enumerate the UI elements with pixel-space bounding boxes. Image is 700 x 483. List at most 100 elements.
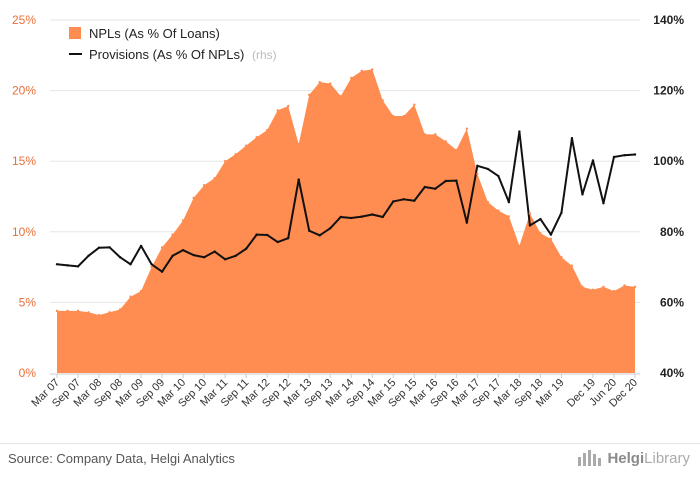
provisions-point [318,234,321,237]
npl-point [560,256,563,259]
provisions-point [402,198,405,201]
npl-point [360,69,363,73]
npl-point [171,233,174,236]
provisions-point [455,179,458,182]
npl-point [476,172,479,176]
npl-point [318,80,321,84]
provisions-point [612,155,616,159]
provisions-point [108,246,111,249]
npl-point [486,200,490,204]
npl-point [255,135,258,139]
provisions-point [160,270,164,273]
npl-point [329,82,332,85]
npl-point [591,288,595,291]
npl-point [518,244,521,248]
npl-point [265,128,269,132]
provisions-point [413,199,416,202]
npl-point [287,104,290,108]
npl-point [413,103,416,106]
npl-area-series [57,69,635,374]
npl-point [202,184,206,187]
provisions-point [76,265,80,268]
y-left-tick-label: 10% [12,225,36,239]
provisions-point [476,164,479,167]
legend-provisions-label: Provisions (As % Of NPLs) (rhs) [89,47,277,62]
legend: NPLs (As % Of Loans) Provisions (As % Of… [69,26,277,62]
npl-point [276,109,279,112]
npl-point [539,232,542,235]
npl-point [455,148,458,152]
building-icon [578,450,602,466]
provisions-point [244,247,248,250]
npl-point [213,176,216,180]
provisions-point [329,227,332,230]
npl-point [581,285,584,289]
npl-point [570,264,574,267]
npl-point [87,311,90,314]
npl-point [392,114,395,118]
brand-name-light: Library [644,449,690,467]
provisions-point [392,200,395,203]
npl-point [444,140,448,143]
y-right-tick-label: 80% [660,225,684,239]
provisions-point [87,254,90,258]
legend-provisions-name: Provisions (As % Of NPLs) [89,47,244,62]
provisions-point [497,174,500,178]
npl-point [423,133,427,136]
brand-logo: HelgiLibrary [577,449,690,467]
npl-point [223,160,227,163]
npl-point [633,285,637,289]
provisions-point [371,213,374,216]
provisions-point [486,167,490,171]
npl-point [507,215,511,218]
npl-point [66,309,69,313]
legend-rhs-suffix: (rhs) [252,48,277,62]
provisions-point [465,221,469,224]
brand-name-strong: Helgi [607,449,645,467]
npl-point [350,76,353,80]
provisions-point [434,187,437,190]
provisions-point [423,185,427,189]
provisions-point [381,215,384,219]
provisions-point [171,254,174,258]
provisions-point [287,236,290,240]
npl-point [612,289,616,293]
provisions-point [581,193,584,196]
y-right-tick-label: 140% [653,13,684,27]
provisions-point [118,256,122,259]
npl-point [402,114,405,118]
provisions-point [539,217,542,221]
provisions-point [129,263,132,266]
provisions-point [265,233,269,237]
provisions-line-series [56,130,636,273]
data-points [55,68,637,317]
provisions-point [560,211,563,214]
provisions-point [213,250,216,253]
provisions-point [350,216,353,220]
y-axis-right: 40% 60% 80% 100% 120% 140% [653,13,684,380]
provisions-point [139,244,143,248]
provisions-point [360,215,363,218]
npl-point [118,308,122,311]
provisions-point [507,200,511,204]
y-right-tick-label: 60% [660,295,684,309]
npl-point [108,311,111,314]
source-note: Source: Company Data, Helgi Analytics [8,451,235,466]
provisions-point [623,153,626,157]
y-left-tick-label: 0% [19,366,37,380]
npl-point [623,284,626,287]
npl-point [55,309,59,313]
footer-divider [0,443,700,444]
npl-point [150,265,153,269]
npl-point [308,93,311,97]
provisions-point [308,229,311,232]
npl-point [129,295,132,298]
npl-point [602,285,605,289]
npl-point [181,219,185,222]
provisions-point [276,240,279,244]
provisions-point [66,264,69,267]
provisions-point [570,137,574,140]
npl-point [381,99,384,102]
provisions-point [202,256,206,259]
